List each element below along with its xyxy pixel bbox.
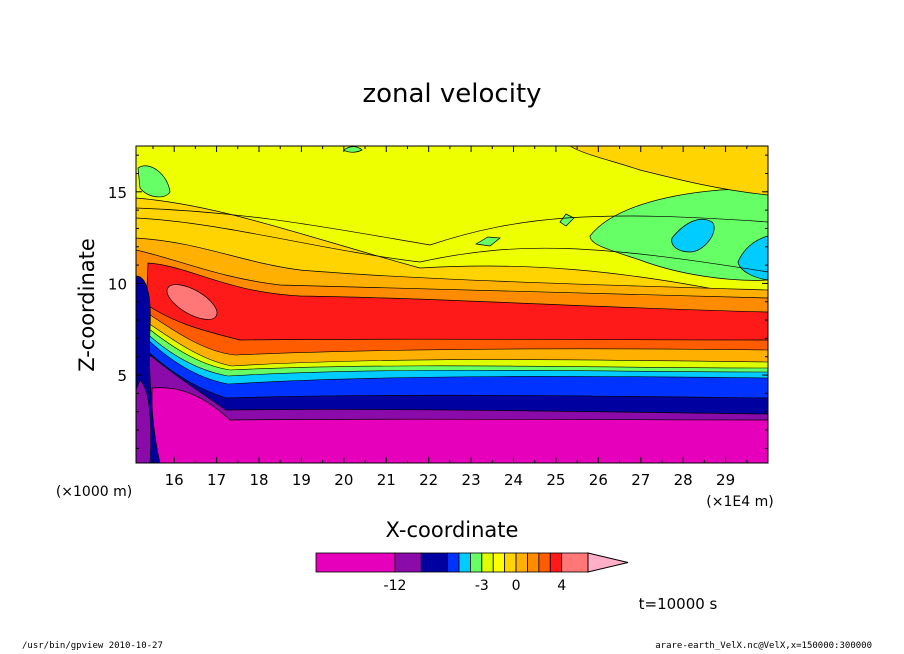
x-tick-label: 29 [716, 471, 735, 489]
top-orange-patch [569, 146, 768, 196]
colorbar-label: -12 [384, 578, 407, 594]
colorbar-bin [447, 552, 460, 573]
x-axis-label: X-coordinate [386, 518, 519, 542]
x-tick-label: 26 [589, 471, 608, 489]
colorbar-label: 0 [512, 578, 521, 594]
colorbar-bin [492, 552, 506, 573]
x-tick-label: 24 [504, 471, 523, 489]
footer-right: arare-earth_VelX.nc@VelX,x=150000:300000 [655, 641, 872, 651]
colorbar-bin [538, 552, 551, 573]
y-tick-label: 15 [108, 184, 127, 202]
colorbar-bin [515, 552, 528, 573]
x-tick-label: 21 [377, 471, 396, 489]
y-unit-label: (×1000 m) [56, 484, 132, 500]
y-tick-label: 5 [117, 367, 127, 385]
colorbar-bin [561, 552, 589, 573]
x-tick-label: 28 [674, 471, 693, 489]
colorbar-bin [470, 552, 483, 573]
x-tick-label: 17 [207, 471, 226, 489]
colorbar-bin [420, 552, 449, 573]
colorbar-bin [504, 552, 517, 573]
x-tick-label: 27 [631, 471, 650, 489]
y-axis: 5 10 15 [108, 154, 768, 449]
x-unit-label: (×1E4 m) [706, 494, 773, 510]
green-blob-small-1 [474, 236, 501, 247]
contour-1 [136, 217, 768, 273]
x-axis: 16 17 18 19 20 21 22 23 24 25 26 27 28 29 [152, 146, 748, 489]
colorbar-bin [549, 552, 563, 573]
x-tick-label: 16 [165, 471, 184, 489]
left-purple-column [136, 379, 151, 463]
y-tick-label: 10 [108, 275, 127, 293]
cyan-blob-edge [737, 235, 768, 281]
plot-area [136, 146, 768, 463]
colorbar-arrow [587, 552, 629, 573]
plot-frame [135, 145, 769, 464]
colorbar-bin [481, 552, 494, 573]
green-blob-small-2 [559, 213, 575, 227]
contour-2 [136, 207, 768, 246]
x-tick-label: 25 [546, 471, 565, 489]
footer-left: /usr/bin/gpview 2010-10-27 [22, 641, 163, 651]
colorbar-label: -3 [475, 578, 489, 594]
green-blob-left [137, 165, 171, 198]
chart-title: zonal velocity [362, 79, 541, 109]
x-tick-label: 23 [462, 471, 481, 489]
colorbar-bin [527, 552, 540, 573]
colorbar-bin [394, 552, 422, 573]
green-blob-top [343, 146, 363, 153]
band-level-m6 [151, 387, 768, 463]
x-tick-label: 18 [249, 471, 268, 489]
cyan-blob-right [671, 218, 715, 253]
jet-core [166, 284, 218, 320]
time-label: t=10000 s [639, 595, 718, 613]
colorbar-bin [458, 552, 471, 573]
colorbar-label: 4 [557, 578, 566, 594]
colorbar: -12 -3 0 4 [315, 552, 629, 594]
x-tick-label: 20 [334, 471, 353, 489]
colorbar-bin [315, 552, 396, 573]
y-axis-label: Z-coordinate [75, 238, 99, 372]
x-tick-label: 19 [292, 471, 311, 489]
x-tick-label: 22 [419, 471, 438, 489]
